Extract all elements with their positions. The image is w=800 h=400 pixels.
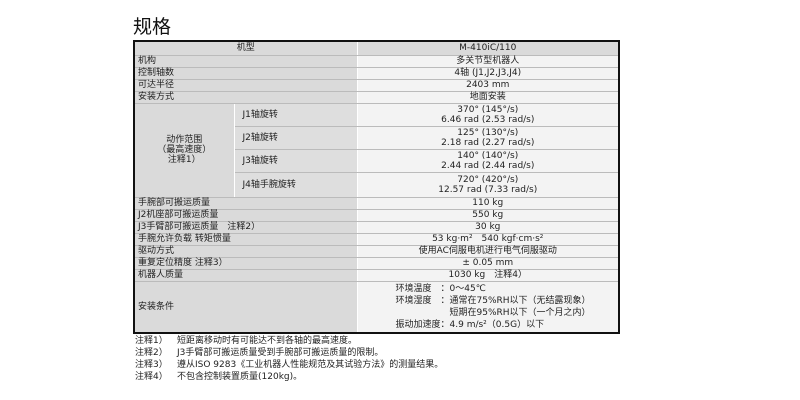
model-label: 机型 (133, 40, 358, 56)
motion-label-line: 动作范围 (166, 135, 203, 145)
header-row: 机型 M-410iC/110 (133, 40, 620, 56)
axis-label: J4轴手腕旋转 (233, 171, 358, 198)
table-row: 机器人质量 1030 kg 注释4） (133, 268, 620, 282)
install-line: 短期在95%RH以下（一个月之内） (395, 307, 591, 318)
motion-range-label: 动作范围 （最高速度） 注释1） (133, 102, 235, 198)
row-label: J2机座部可搬运质量 (133, 208, 358, 222)
row-value: 4轴 (J1,J2,J3,J4) (356, 66, 620, 80)
install-conditions: 环境温度 ：0～45℃ 环境湿度 ：通常在75%RH以下（无结露现象） 短期在9… (356, 280, 620, 334)
table-row: 驱动方式 使用AC伺服电机进行电气伺服驱动 (133, 244, 620, 258)
row-value: 110 kg (356, 196, 620, 210)
install-line: 环境温度 ：0～45℃ (395, 283, 486, 294)
footnote: 注释4） 不包含控制装置质量(120kg)。 (135, 372, 303, 382)
axis-value: 370° (145°/s) 6.46 rad (2.53 rad/s) (356, 102, 620, 127)
row-value: 30 kg (356, 220, 620, 234)
row-label: 控制轴数 (133, 66, 358, 80)
footnotes: 注释1） 短距离移动时有可能达不到各轴的最高速度。 注释2） J3手臂部可搬运质量受… (135, 335, 443, 383)
table-row: J3手臂部可搬运质量 注释2） 30 kg (133, 220, 620, 234)
motion-label-line: （最高速度） (157, 145, 212, 155)
axis-value: 125° (130°/s) 2.18 rad (2.27 rad/s) (356, 125, 620, 150)
motion-row: J4轴手腕旋转 720° (420°/s) 12.57 rad (7.33 rad… (134, 171, 620, 198)
row-value: 使用AC伺服电机进行电气伺服驱动 (356, 244, 620, 258)
row-value: 550 kg (356, 208, 620, 222)
page-title: 规格 (133, 16, 172, 38)
row-value: 地面安装 (356, 90, 620, 104)
row-value: 1030 kg 注释4） (356, 268, 620, 282)
row-label: 手腕允许负载 转矩惯量 (133, 232, 358, 246)
motion-label-line: 注释1） (167, 155, 201, 165)
table-row: 可达半径 2403 mm (133, 78, 620, 92)
row-label: 驱动方式 (133, 244, 358, 258)
row-value: ± 0.05 mm (356, 256, 620, 270)
row-value: 53 kg·m² 540 kgf·cm·s² (356, 232, 620, 246)
table-row: 控制轴数 4轴 (J1,J2,J3,J4) (133, 66, 620, 80)
axis-label: J2轴旋转 (233, 125, 358, 150)
table-row: J2机座部可搬运质量 550 kg (133, 208, 620, 222)
table-row: 安装方式 地面安装 (133, 90, 620, 104)
install-line: 环境湿度 ：通常在75%RH以下（无结露现象） (395, 295, 591, 306)
footnote: 注释2） J3手臂部可搬运质量受到手腕部可搬运质量的限制。 (135, 348, 384, 358)
table-row: 手腕部可搬运质量 110 kg (133, 196, 620, 210)
spec-table: 机型 M-410iC/110 机构 多关节型机器人 控制轴数 4轴 (J1,J2,J… (133, 40, 620, 334)
row-label: J3手臂部可搬运质量 注释2） (133, 220, 358, 234)
footnote: 注释1） 短距离移动时有可能达不到各轴的最高速度。 (135, 336, 358, 346)
table-row: 重复定位精度 注释3） ± 0.05 mm (133, 256, 620, 270)
row-label: 安装方式 (133, 90, 358, 104)
install-row: 安装条件 环境温度 ：0～45℃ 环境湿度 ：通常在75%RH以下（无结露现象）… (133, 280, 620, 334)
axis-label: J1轴旋转 (233, 102, 358, 127)
row-label: 重复定位精度 注释3） (133, 256, 358, 270)
row-label: 机构 (133, 54, 358, 68)
row-label: 机器人质量 (133, 268, 358, 282)
install-label: 安装条件 (133, 280, 358, 334)
motion-row: 动作范围 （最高速度） 注释1） J1轴旋转 370° (145°/s) 6.46… (133, 102, 620, 198)
axis-label: J3轴旋转 (233, 148, 358, 173)
axis-value: 720° (420°/s) 12.57 rad (7.33 rad/s) (356, 171, 620, 198)
table-row: 手腕允许负载 转矩惯量 53 kg·m² 540 kgf·cm·s² (133, 232, 620, 246)
model-value: M-410iC/110 (356, 40, 620, 56)
install-line: 振动加速度：4.9 m/s²（0.5G）以下 (395, 319, 545, 330)
footnote: 注释3） 遵从ISO 9283《工业机器人性能规范及其试验方法》的测量结果。 (135, 360, 444, 370)
row-label: 可达半径 (133, 78, 358, 92)
table-row: 机构 多关节型机器人 (133, 54, 620, 68)
row-value: 多关节型机器人 (356, 54, 620, 68)
row-value: 2403 mm (356, 78, 620, 92)
axis-value: 140° (140°/s) 2.44 rad (2.44 rad/s) (356, 148, 620, 173)
motion-row: J2轴旋转 125° (130°/s) 2.18 rad (2.27 rad/s) (134, 125, 620, 150)
row-label: 手腕部可搬运质量 (133, 196, 358, 210)
